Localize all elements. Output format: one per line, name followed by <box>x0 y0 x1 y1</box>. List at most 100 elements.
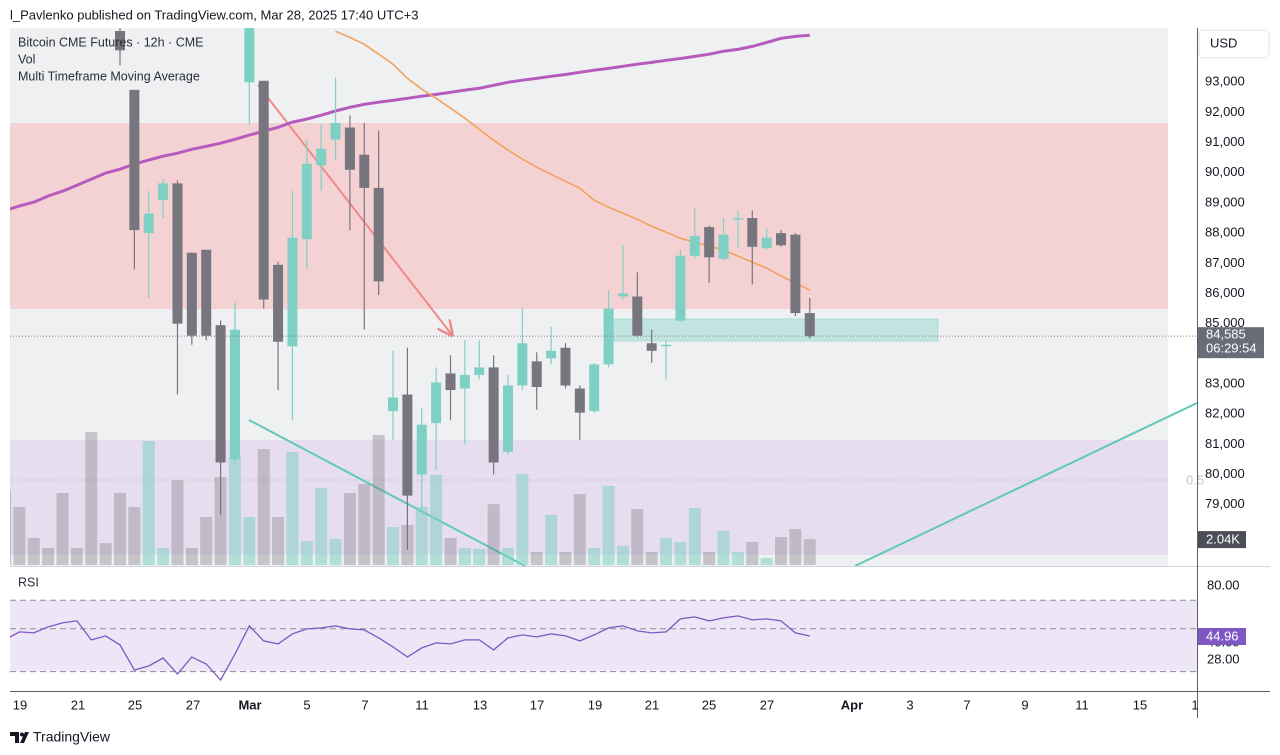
volume-bar <box>329 538 342 565</box>
candle-body <box>560 347 571 386</box>
volume-bar <box>516 473 529 565</box>
candle-body <box>517 343 528 386</box>
y-tick-label: 91,000 <box>1205 134 1245 149</box>
candle-body <box>402 394 413 496</box>
x-tick-label: Apr <box>841 697 863 712</box>
x-tick-label: 5 <box>303 697 310 712</box>
volume-bar <box>272 517 285 565</box>
candle-body <box>431 382 442 424</box>
volume-bar <box>559 552 572 565</box>
volume-bar <box>760 558 773 565</box>
volume-bar <box>775 537 788 565</box>
volume-bar <box>660 537 673 565</box>
rsi-band <box>10 600 1197 672</box>
x-tick-label: 13 <box>473 697 487 712</box>
volume-bar <box>343 493 356 565</box>
candle-body <box>316 148 327 166</box>
volume-bar <box>358 484 371 565</box>
candle-body <box>574 388 585 413</box>
candle-body <box>661 344 672 347</box>
volume-label: 2.04K <box>1206 532 1240 547</box>
candle-body <box>158 183 169 200</box>
candle-body <box>632 296 643 336</box>
volume-bar <box>631 509 644 565</box>
volume-bar <box>415 506 428 565</box>
y-tick-label: 85,000 <box>1205 315 1245 330</box>
candle-body <box>718 234 729 259</box>
volume-bar <box>458 547 471 565</box>
candle-body <box>617 293 628 297</box>
y-tick-label: 88,000 <box>1205 225 1245 240</box>
volume-badge <box>1198 531 1246 549</box>
x-tick-label: 27 <box>760 697 774 712</box>
last-price-label: 84,585 <box>1206 327 1246 342</box>
volume-bar <box>243 517 256 565</box>
candle-body <box>172 183 183 324</box>
x-tick-label: Mar <box>238 697 261 712</box>
candle-body <box>474 367 485 375</box>
volume-bar <box>717 530 730 565</box>
rsi-tick-label: 28.00 <box>1207 652 1240 667</box>
y-tick-label: 83,000 <box>1205 375 1245 390</box>
y-tick-label: 90,000 <box>1205 164 1245 179</box>
volume-bar <box>674 542 687 565</box>
countdown: 06:29:54 <box>1206 341 1257 356</box>
volume-bar <box>616 545 629 565</box>
currency[interactable]: USD <box>1210 35 1237 50</box>
volume-bar <box>430 474 443 565</box>
footer-brand: TradingView <box>33 729 111 745</box>
candle-body <box>747 218 758 247</box>
volume-bar <box>70 547 83 565</box>
candle-body <box>589 364 600 412</box>
volume-bar <box>588 547 601 565</box>
volume-bar <box>27 537 40 565</box>
candle-body <box>143 213 154 234</box>
volume-bar <box>487 504 500 565</box>
candle-body <box>330 123 341 140</box>
volume-bar <box>114 493 126 565</box>
x-tick-label: 27 <box>186 697 200 712</box>
currency-button[interactable] <box>1198 29 1270 59</box>
fib-label: 0.5 <box>1186 472 1204 487</box>
x-tick-label: 9 <box>1021 697 1028 712</box>
candle-body <box>689 236 700 256</box>
demand-box <box>608 318 939 342</box>
volume-bar <box>645 552 658 565</box>
y-tick-label: 80,000 <box>1205 466 1245 481</box>
x-tick-label: 11 <box>415 697 429 712</box>
candle-body <box>488 367 499 463</box>
volume-bar <box>444 537 457 565</box>
candle-body <box>244 28 255 83</box>
candle-body <box>258 80 269 300</box>
volume-bar <box>315 488 328 565</box>
candle-body <box>761 237 772 249</box>
candle-body <box>732 218 743 220</box>
candle-body <box>704 227 715 258</box>
x-tick-label: 15 <box>1133 697 1147 712</box>
volume-bar <box>372 435 385 565</box>
last-price-badge <box>1198 327 1264 359</box>
publish-header: l_Pavlenko published on TradingView.com,… <box>10 7 418 22</box>
support-zone <box>10 440 1168 555</box>
candle-body <box>301 163 312 240</box>
volume-bar <box>387 527 400 565</box>
candle-body <box>502 385 513 452</box>
trend-line <box>248 419 526 566</box>
moving-average <box>335 30 811 291</box>
logo-mark <box>10 732 29 743</box>
volume-bar <box>128 506 141 565</box>
volume-bar <box>703 552 716 565</box>
candle-body <box>445 373 456 391</box>
volume-bar <box>157 547 170 565</box>
volume-bar <box>300 541 313 565</box>
x-tick-label: 25 <box>702 697 716 712</box>
x-tick-label: 21 <box>71 697 85 712</box>
legend-item: Vol <box>18 52 35 66</box>
candle-body <box>416 424 427 475</box>
rsi-tick-label: 80.00 <box>1207 577 1240 592</box>
logo-dot <box>20 732 24 737</box>
candle-body <box>373 187 384 282</box>
arrow <box>257 84 452 335</box>
volume-bar <box>85 432 98 565</box>
